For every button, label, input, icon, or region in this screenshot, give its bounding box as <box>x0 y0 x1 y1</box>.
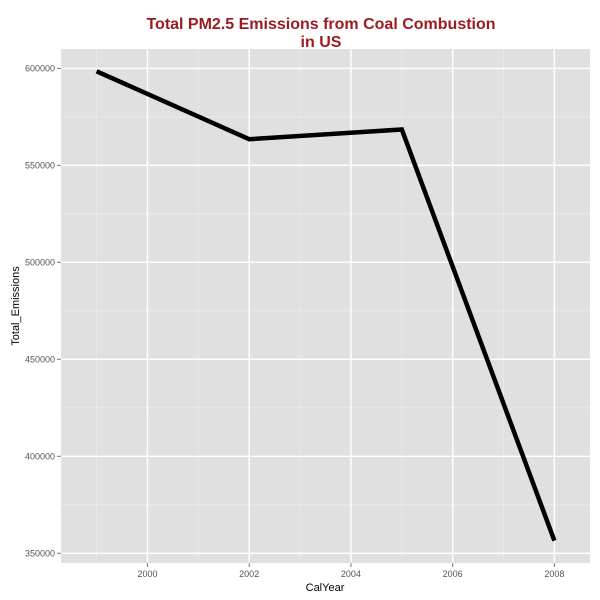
y-tick-label: 600000 <box>25 63 55 73</box>
plot-panel <box>61 49 590 563</box>
y-axis-ticks: 350000 400000 450000 500000 550000 600000 <box>25 63 61 558</box>
y-tick-label: 350000 <box>25 548 55 558</box>
chart-title-line-2: in US <box>301 34 342 51</box>
chart-title-line-1: Total PM2.5 Emissions from Coal Combusti… <box>146 16 495 33</box>
x-axis-title: CalYear <box>306 582 345 594</box>
x-tick-label: 2008 <box>544 569 564 579</box>
y-tick-label: 550000 <box>25 160 55 170</box>
series-layer <box>95 69 557 542</box>
x-axis-ticks: 2000 2002 2004 2006 2008 <box>137 563 564 579</box>
y-tick-label: 500000 <box>25 257 55 267</box>
y-tick-label: 400000 <box>25 451 55 461</box>
x-tick-label: 2006 <box>443 569 463 579</box>
x-tick-label: 2000 <box>137 569 157 579</box>
series-line <box>95 69 557 542</box>
x-tick-label: 2004 <box>341 569 361 579</box>
x-tick-label: 2002 <box>239 569 259 579</box>
y-tick-label: 450000 <box>25 354 55 364</box>
y-axis-title: Total_Emissions <box>10 266 22 346</box>
